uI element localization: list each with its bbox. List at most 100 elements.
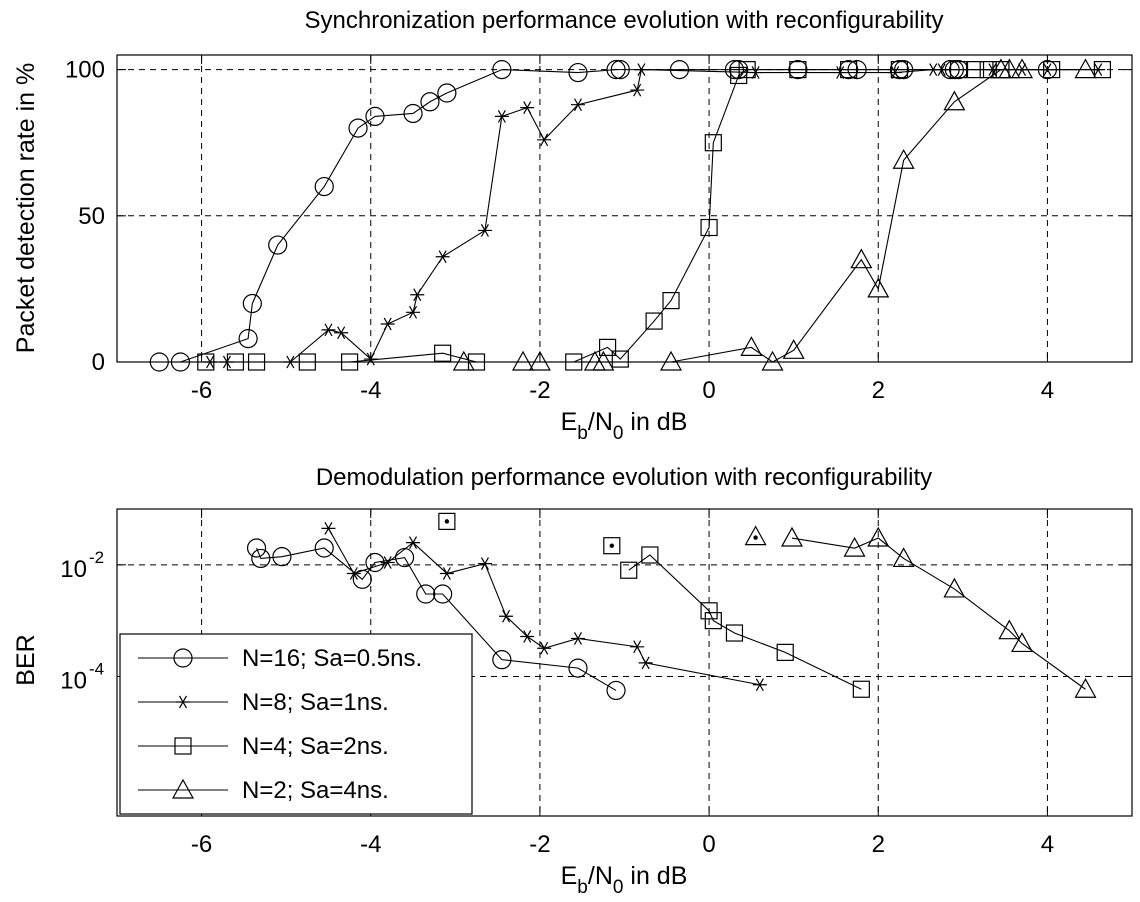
- top-point-square: [598, 338, 617, 356]
- top-y-tick-label: 0: [92, 349, 105, 376]
- bottom-isolated-square-dot-dot: [609, 543, 615, 548]
- bottom-point-star: [346, 567, 361, 580]
- top-point-star: [334, 326, 349, 340]
- top-series-line-square: [205, 69, 1103, 363]
- bottom-chart-title: Demodulation performance evolution with …: [316, 464, 932, 491]
- top-x-tick-label: 2: [872, 377, 885, 404]
- top-point-square: [611, 350, 629, 368]
- legend-box: [119, 633, 473, 815]
- top-point-square: [226, 353, 245, 371]
- top-point-circle: [610, 60, 630, 80]
- legend-items: [138, 648, 228, 799]
- bottom-y-tick-label: 10: [60, 667, 87, 694]
- bottom-x-tick-label: -6: [191, 831, 212, 858]
- top-point-star: [477, 224, 492, 237]
- bottom-point-circle: [272, 547, 292, 567]
- top-point-star: [888, 66, 903, 79]
- top-point-triangle: [850, 248, 873, 269]
- bottom-point-star: [439, 567, 454, 580]
- bottom-series-triangle: [780, 526, 1097, 698]
- top-x-tick-label: -2: [529, 377, 550, 404]
- legend-label-n8: N=8; Sa=1ns.: [242, 689, 389, 716]
- top-point-star: [435, 250, 450, 264]
- bottom-point-triangle: [892, 547, 915, 568]
- top-point-triangle: [528, 350, 551, 371]
- legend-label-n16: N=16; Sa=0.5ns.: [242, 645, 422, 672]
- top-point-star: [630, 83, 645, 97]
- top-point-triangle: [943, 90, 966, 111]
- bottom-series: [246, 512, 1097, 701]
- top-x-tick-label: 0: [702, 377, 715, 404]
- top-point-circle: [348, 118, 368, 138]
- bottom-isolated-triangle-dot: [744, 525, 767, 546]
- top-point-square: [298, 353, 316, 371]
- bottom-isolated-square-dot: [603, 537, 621, 555]
- top-point-circle: [242, 293, 262, 314]
- bottom-axis-ticks: -6 -4 -2 0 2 410-210-4: [60, 509, 1132, 858]
- bottom-point-circle: [606, 680, 626, 701]
- top-point-triangle: [511, 350, 535, 371]
- demodulation-chart: -6 -4 -2 0 2 410-210-4 Demodulation performan…: [12, 464, 1133, 898]
- bottom-x-tick-label: 4: [1041, 831, 1054, 858]
- bottom-point-triangle: [780, 526, 803, 547]
- top-point-triangle: [1011, 58, 1034, 79]
- legend-label-n4: N=4; Sa=2ns.: [242, 733, 389, 760]
- top-point-triangle: [867, 277, 890, 298]
- top-point-triangle: [452, 350, 475, 371]
- bottom-point-square: [852, 680, 870, 698]
- top-x-tick-label: -6: [191, 377, 212, 404]
- top-point-star: [410, 288, 425, 302]
- bottom-point-star: [752, 678, 767, 692]
- bottom-y-tick-label: 10: [60, 556, 87, 583]
- bottom-point-triangle: [1074, 678, 1097, 698]
- bottom-point-circle: [246, 538, 267, 558]
- bottom-series-line-square: [628, 554, 862, 690]
- top-point-star: [520, 101, 535, 115]
- bottom-point-triangle: [943, 577, 966, 598]
- legend-marker-square: [174, 737, 192, 755]
- legend-marker-circle: [173, 648, 193, 668]
- bottom-point-star: [537, 641, 552, 655]
- top-point-triangle: [782, 339, 805, 359]
- top-point-triangle: [660, 350, 683, 371]
- bottom-point-star: [520, 630, 535, 643]
- top-point-circle: [149, 352, 169, 372]
- top-point-star: [321, 323, 336, 337]
- top-point-circle: [437, 83, 457, 103]
- bottom-point-circle: [251, 548, 271, 569]
- bottom-point-triangle: [1011, 632, 1034, 653]
- bottom-x-tick-label: -2: [529, 831, 550, 858]
- legend-marker-triangle: [171, 778, 195, 799]
- bottom-isolated-square-dot: [438, 512, 456, 530]
- top-point-circle: [268, 235, 288, 255]
- bottom-x-tick-label: 0: [702, 831, 715, 858]
- bottom-point-star: [638, 656, 653, 670]
- synchronization-chart: -6 -4 -2 0 2 4 0 50 100 Synchronization performa…: [12, 7, 1133, 444]
- bottom-series-square: [620, 546, 870, 698]
- bottom-point-star: [499, 609, 514, 623]
- bottom-point-star: [570, 632, 585, 645]
- top-point-star: [634, 63, 649, 77]
- top-point-square: [890, 61, 908, 79]
- top-point-triangle: [740, 336, 763, 356]
- bottom-isolated-points: [438, 512, 767, 555]
- top-point-square: [341, 353, 359, 371]
- top-point-star: [570, 98, 585, 112]
- top-point-triangle: [592, 350, 615, 371]
- top-y-tick-label: 50: [78, 203, 105, 230]
- top-series-square: [197, 61, 1111, 371]
- top-point-square: [966, 61, 985, 79]
- top-point-circle: [403, 103, 423, 124]
- bottom-point-square: [725, 624, 744, 642]
- top-point-square: [950, 61, 968, 79]
- bottom-x-tick-label: -4: [360, 831, 381, 858]
- bottom-point-triangle: [843, 536, 866, 557]
- legend-marker-star: [176, 695, 190, 709]
- top-chart-title: Synchronization performance evolution wi…: [305, 7, 944, 34]
- bottom-point-square: [776, 643, 794, 661]
- top-point-square: [700, 218, 718, 237]
- top-x-tick-label: -4: [360, 377, 381, 404]
- top-point-square: [979, 61, 997, 79]
- top-plot-area: [116, 54, 1133, 363]
